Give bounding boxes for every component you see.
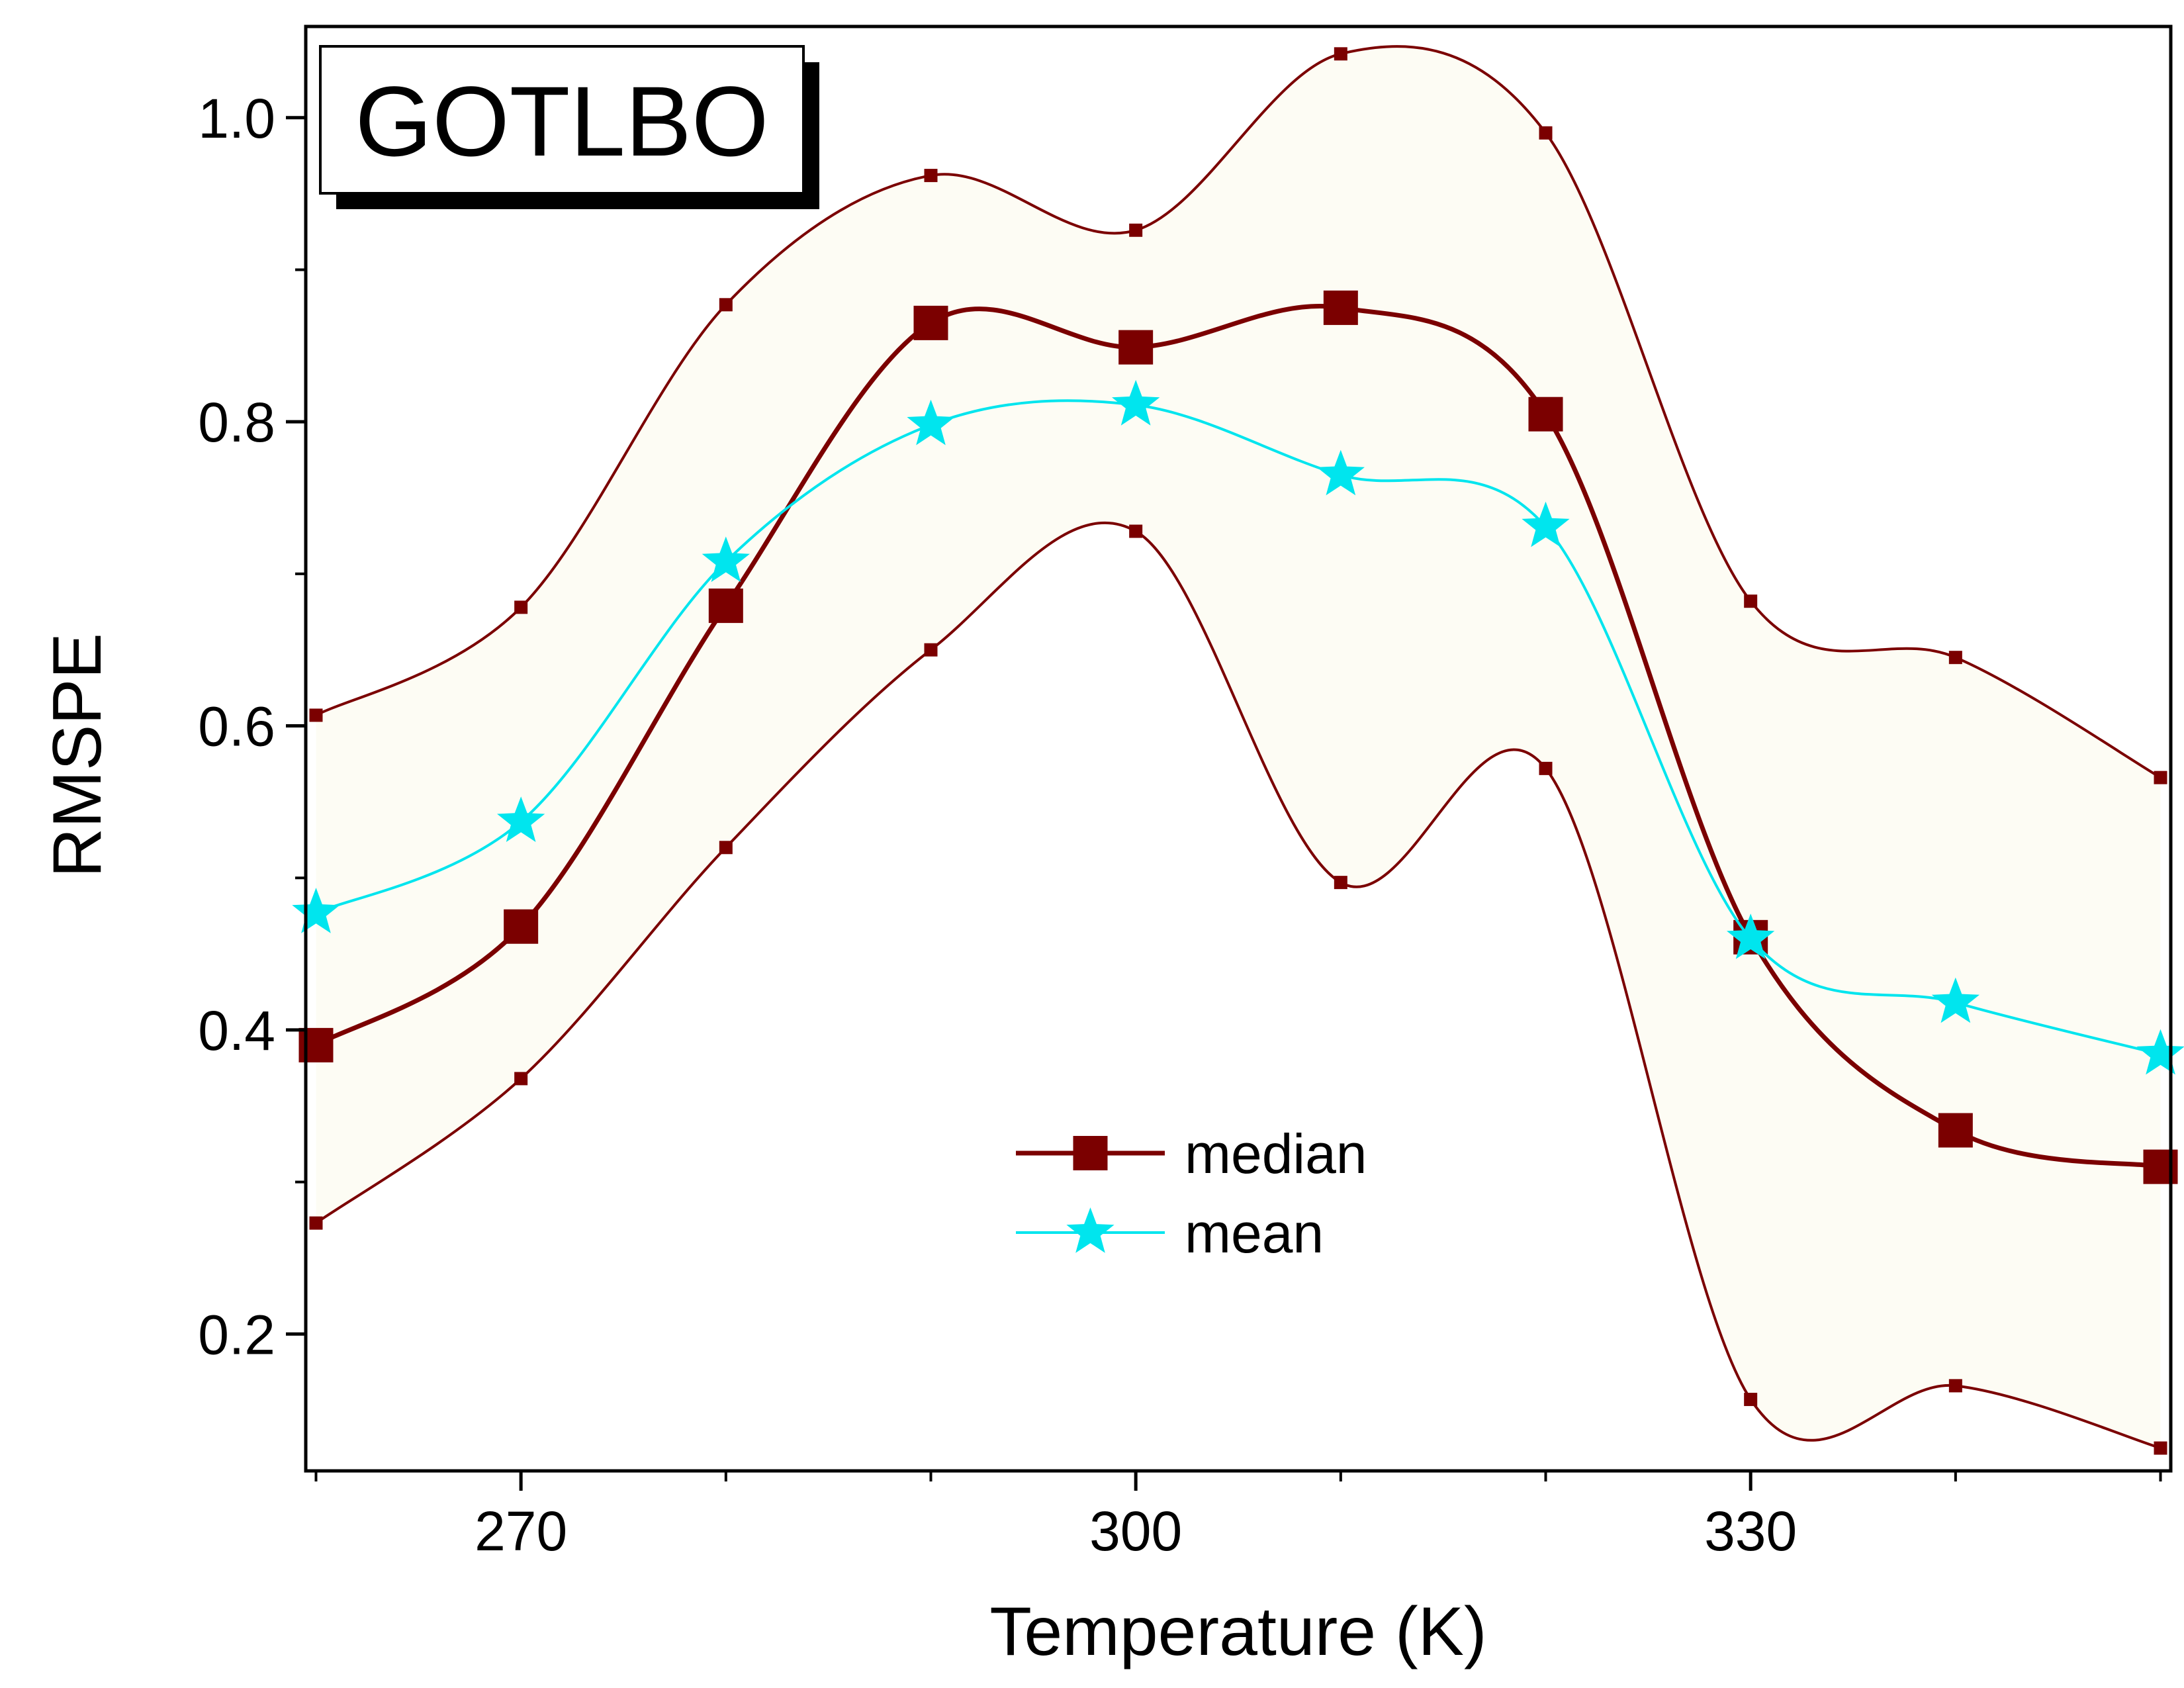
series-line-median	[314, 303, 2161, 1170]
legend-label-mean: mean	[1185, 1202, 1324, 1264]
band-upper-point	[1948, 651, 1962, 665]
x-tick-label: 300	[1089, 1500, 1182, 1562]
band-lower-point	[1539, 761, 1553, 775]
band-lower-point	[1744, 1393, 1758, 1407]
legend-marker-median	[1073, 1136, 1108, 1170]
x-tick-label: 330	[1704, 1500, 1797, 1562]
plot-frame	[304, 24, 2173, 1473]
y-tick-label: 0.8	[198, 391, 275, 453]
band-upper-point	[1334, 47, 1347, 61]
band-lower-point	[1948, 1379, 1962, 1393]
band-upper-point	[2154, 771, 2167, 784]
band-fill	[316, 46, 2161, 1448]
band-lower-point	[719, 841, 733, 855]
y-tick-label: 0.6	[198, 696, 275, 758]
band-lower-point	[1334, 876, 1347, 890]
data-point-median	[1938, 1113, 1973, 1148]
panel-label: GOTLBO	[355, 66, 768, 177]
band-upper-line	[315, 45, 2161, 779]
legend: median mean	[1016, 1123, 1367, 1264]
x-axis-title: Temperature (K)	[989, 1593, 1486, 1670]
data-point-mean	[1316, 449, 1365, 496]
data-point-median	[1528, 397, 1563, 432]
panel-label-box: GOTLBO	[319, 45, 819, 209]
data-point-mean	[497, 796, 545, 842]
data-point-mean	[1727, 914, 1775, 959]
panel-label-frame	[319, 45, 805, 195]
band-upper-point	[1539, 126, 1553, 140]
band-upper-point	[1129, 223, 1143, 237]
data-point-median	[1118, 330, 1154, 365]
data-point-median	[1323, 290, 1358, 325]
band-upper-point	[1744, 594, 1758, 608]
band-lower-point	[514, 1072, 528, 1086]
band-lower-point	[2154, 1441, 2167, 1455]
y-tick-label: 0.4	[198, 1000, 275, 1062]
y-axis-title: RMSPE	[39, 633, 116, 878]
y-tick-label: 1.0	[198, 87, 275, 150]
band-upper-point	[514, 600, 528, 614]
series-line-mean	[315, 399, 2161, 1056]
band-lower-line	[315, 521, 2161, 1450]
data-point-mean	[1931, 977, 1979, 1023]
data-point-mean	[292, 888, 340, 933]
data-point-median	[708, 588, 743, 624]
data-point-mean	[907, 399, 955, 445]
band-lower-point	[1129, 524, 1143, 538]
data-point-mean	[1112, 379, 1160, 426]
legend-label-median: median	[1185, 1123, 1367, 1185]
axes	[304, 24, 2173, 1473]
data-point-mean	[1522, 501, 1570, 547]
legend-marker-mean	[1066, 1207, 1115, 1253]
band-upper-point	[309, 708, 323, 722]
data-point-median	[504, 909, 539, 944]
band-lower-point	[309, 1216, 323, 1230]
band-lower-point	[924, 643, 938, 657]
data-point-median	[298, 1027, 334, 1062]
uncertainty-band	[309, 45, 2167, 1455]
y-tick-label: 0.2	[198, 1303, 275, 1366]
data-point-mean	[702, 536, 750, 583]
band-upper-point	[924, 169, 938, 183]
data-point-median	[2143, 1149, 2178, 1184]
x-tick-label: 270	[475, 1500, 567, 1562]
data-point-median	[913, 305, 948, 340]
tick-marks: 270 300 330 0.2 0.4 0.6 0.8 1.0	[198, 87, 2162, 1562]
band-upper-point	[719, 298, 733, 312]
